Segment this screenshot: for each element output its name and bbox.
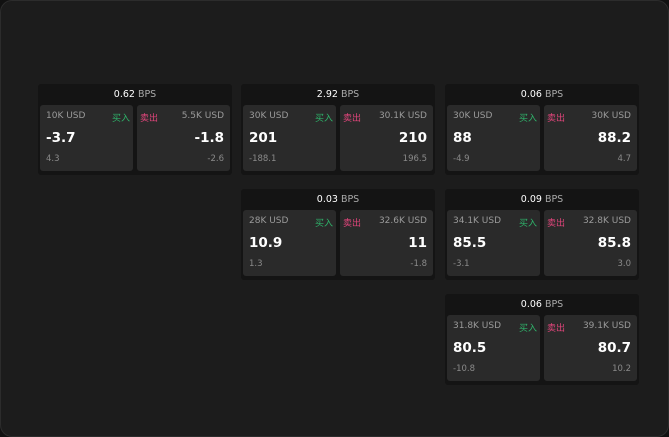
sell-price: 210 <box>398 130 427 146</box>
buy-cell[interactable]: 31.8K USD 买入 80.5 -10.8 <box>447 315 540 381</box>
price-widget: 0.09 BPS 34.1K USD 买入 85.5 -3.1 卖出 32.8K … <box>445 189 639 280</box>
buy-price: 85.5 <box>453 235 487 251</box>
sell-label: 卖出 <box>343 114 362 124</box>
buy-price: 10.9 <box>249 235 283 251</box>
buy-label: 买入 <box>314 114 333 124</box>
sell-price: 11 <box>408 235 427 251</box>
buy-change: -10.8 <box>453 364 475 374</box>
buy-label: 买入 <box>314 219 333 229</box>
buy-size: 31.8K USD <box>453 321 502 331</box>
buy-size: 28K USD <box>249 216 289 226</box>
spread-value: 0.09 <box>520 194 542 205</box>
sell-change: 10.2 <box>612 364 631 374</box>
sell-label: 卖出 <box>547 324 566 334</box>
spread-unit: BPS <box>137 89 157 100</box>
spread-header: 0.03 BPS <box>241 189 435 210</box>
spread-header: 0.06 BPS <box>445 294 639 315</box>
sell-cell[interactable]: 卖出 32.8K USD 85.8 3.0 <box>544 210 637 276</box>
spread-header: 0.06 BPS <box>445 84 639 105</box>
sell-label: 卖出 <box>547 114 566 124</box>
buy-cell[interactable]: 30K USD 买入 88 -4.9 <box>447 105 540 171</box>
sell-change: -1.8 <box>410 259 427 269</box>
sell-size: 30K USD <box>591 111 631 121</box>
sell-cell[interactable]: 卖出 5.5K USD -1.8 -2.6 <box>137 105 230 171</box>
buy-cell[interactable]: 34.1K USD 买入 85.5 -3.1 <box>447 210 540 276</box>
buy-label: 买入 <box>518 324 537 334</box>
sell-change: 4.7 <box>617 154 631 164</box>
spread-value: 0.06 <box>520 89 542 100</box>
price-widget: 0.03 BPS 28K USD 买入 10.9 1.3 卖出 32.6K USD… <box>241 189 435 280</box>
spread-value: 0.62 <box>113 89 135 100</box>
buy-price: 80.5 <box>453 340 487 356</box>
spread-unit: BPS <box>544 194 564 205</box>
buy-price: 201 <box>249 130 278 146</box>
buy-cell[interactable]: 28K USD 买入 10.9 1.3 <box>243 210 336 276</box>
buy-change: -4.9 <box>453 154 470 164</box>
sell-change: 196.5 <box>402 154 427 164</box>
buy-size: 10K USD <box>46 111 86 121</box>
buy-cell[interactable]: 30K USD 买入 201 -188.1 <box>243 105 336 171</box>
sell-size: 39.1K USD <box>582 321 631 331</box>
buy-label: 买入 <box>111 114 130 124</box>
sell-price: -1.8 <box>194 130 224 146</box>
price-widget: 0.62 BPS 10K USD 买入 -3.7 4.3 卖出 5.5K USD … <box>38 84 232 175</box>
sell-cell[interactable]: 卖出 30.1K USD 210 196.5 <box>340 105 433 171</box>
spread-unit: BPS <box>340 194 360 205</box>
sell-label: 卖出 <box>547 219 566 229</box>
price-widget: 0.06 BPS 30K USD 买入 88 -4.9 卖出 30K USD 88… <box>445 84 639 175</box>
price-widget: 0.06 BPS 31.8K USD 买入 80.5 -10.8 卖出 39.1K… <box>445 294 639 385</box>
buy-size: 30K USD <box>453 111 493 121</box>
buy-price: 88 <box>453 130 472 146</box>
sell-size: 32.8K USD <box>582 216 631 226</box>
spread-unit: BPS <box>544 299 564 310</box>
sell-cell[interactable]: 卖出 32.6K USD 11 -1.8 <box>340 210 433 276</box>
buy-size: 30K USD <box>249 111 289 121</box>
sell-label: 卖出 <box>343 219 362 229</box>
sell-price: 88.2 <box>597 130 631 146</box>
buy-label: 买入 <box>518 114 537 124</box>
spread-unit: BPS <box>340 89 360 100</box>
sell-cell[interactable]: 卖出 39.1K USD 80.7 10.2 <box>544 315 637 381</box>
sell-size: 32.6K USD <box>378 216 427 226</box>
sell-change: -2.6 <box>207 154 224 164</box>
sell-size: 5.5K USD <box>181 111 224 121</box>
spread-value: 0.06 <box>520 299 542 310</box>
buy-change: -3.1 <box>453 259 470 269</box>
spread-value: 2.92 <box>316 89 338 100</box>
spread-unit: BPS <box>544 89 564 100</box>
spread-header: 0.09 BPS <box>445 189 639 210</box>
sell-change: 3.0 <box>617 259 631 269</box>
sell-size: 30.1K USD <box>378 111 427 121</box>
sell-cell[interactable]: 卖出 30K USD 88.2 4.7 <box>544 105 637 171</box>
buy-size: 34.1K USD <box>453 216 502 226</box>
sell-label: 卖出 <box>140 114 159 124</box>
spread-header: 0.62 BPS <box>38 84 232 105</box>
buy-price: -3.7 <box>46 130 76 146</box>
sell-price: 80.7 <box>597 340 631 356</box>
buy-label: 买入 <box>518 219 537 229</box>
buy-change: 4.3 <box>46 154 60 164</box>
spread-value: 0.03 <box>316 194 338 205</box>
buy-cell[interactable]: 10K USD 买入 -3.7 4.3 <box>40 105 133 171</box>
buy-change: 1.3 <box>249 259 263 269</box>
price-widget: 2.92 BPS 30K USD 买入 201 -188.1 卖出 30.1K U… <box>241 84 435 175</box>
sell-price: 85.8 <box>597 235 631 251</box>
spread-header: 2.92 BPS <box>241 84 435 105</box>
buy-change: -188.1 <box>249 154 277 164</box>
